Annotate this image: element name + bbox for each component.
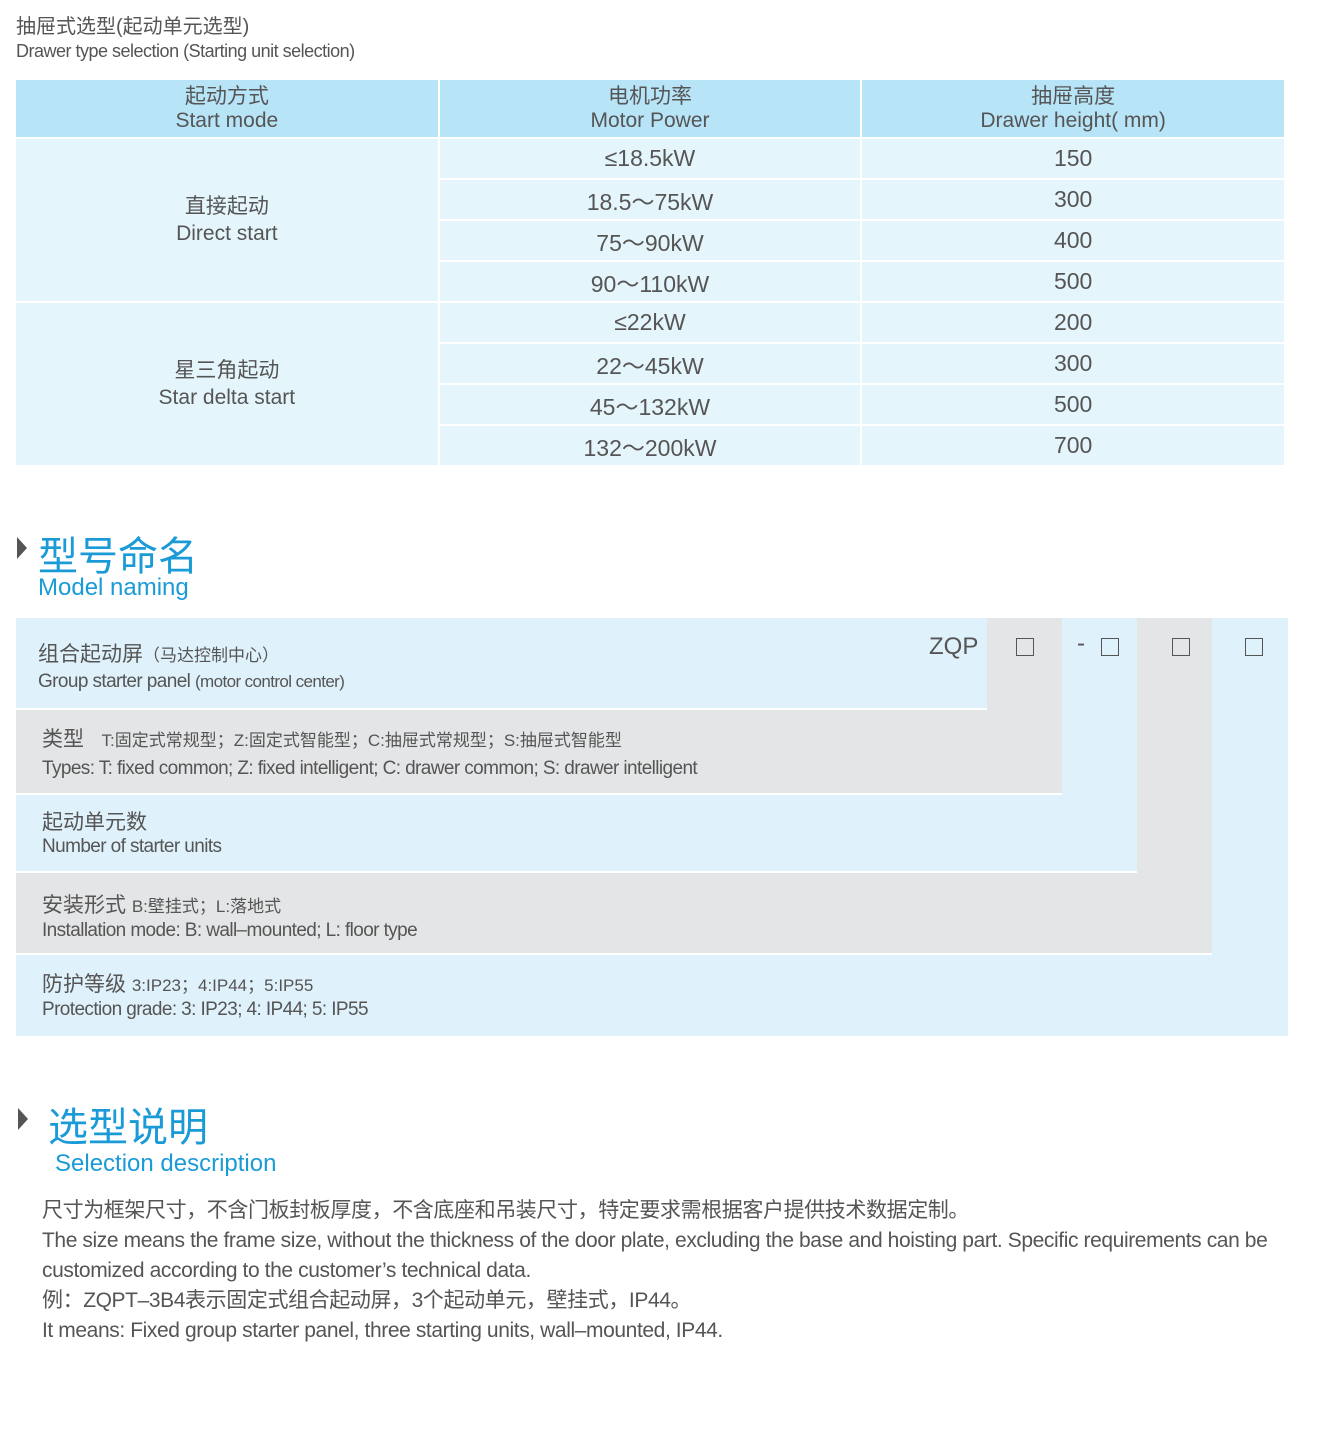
motor-power-cell: 90～110kW bbox=[438, 260, 863, 302]
start-mode-zh: 直接起动 bbox=[184, 195, 269, 218]
start-mode-cell: 直接起动 Direct start bbox=[16, 137, 440, 302]
header-start-mode: 起动方式 Start mode bbox=[16, 80, 440, 138]
motor-power-cell: ≤18.5kW bbox=[438, 137, 863, 179]
units-placeholder-box bbox=[1101, 638, 1119, 656]
motor-power-cell: 45～132kW bbox=[438, 383, 863, 425]
table-row: 90～110kW 500 bbox=[16, 260, 1284, 302]
header-drawer-height: 抽屉高度 Drawer height( mm) bbox=[861, 80, 1284, 138]
row-label-zh: 起动单元数 bbox=[42, 811, 147, 834]
drawer-height-cell: 700 bbox=[861, 424, 1284, 465]
table-row: 45～132kW 500 bbox=[16, 383, 1284, 425]
description-line: It means: Fixed group starter panel, thr… bbox=[42, 1319, 723, 1342]
row-label-en: Group starter panel (motor control cente… bbox=[38, 671, 345, 693]
section-arrow-icon bbox=[18, 1108, 28, 1130]
row-label-zh: 类型 T:固定式常规型；Z:固定式智能型；C:抽屉式常规型；S:抽屉式智能型 bbox=[42, 723, 622, 753]
row-installation bbox=[16, 873, 1212, 953]
row-label-zh: 组合起动屏（马达控制中心） bbox=[38, 638, 279, 668]
drawer-height-cell: 500 bbox=[861, 260, 1284, 302]
header-zh: 起动方式 bbox=[184, 84, 269, 108]
label-zh-sub: 3:IP23；4:IP44；5:IP55 bbox=[131, 976, 314, 995]
selection-description-title-zh: 选型说明 bbox=[48, 1106, 208, 1150]
row-label-en: Protection grade: 3: IP23; 4: IP44; 5: I… bbox=[42, 999, 369, 1020]
protection-placeholder-box bbox=[1245, 638, 1263, 656]
row-group-starter-panel bbox=[16, 618, 987, 708]
motor-power-cell: 75～90kW bbox=[438, 219, 863, 261]
header-en: Drawer height( mm) bbox=[980, 108, 1166, 132]
drawer-height-cell: 300 bbox=[861, 342, 1284, 384]
model-dash: - bbox=[1077, 630, 1085, 657]
model-naming-title-en: Model naming bbox=[38, 574, 189, 601]
label-zh-sub: T:固定式常规型；Z:固定式智能型；C:抽屉式常规型；S:抽屉式智能型 bbox=[101, 731, 622, 750]
motor-power-cell: 22～45kW bbox=[438, 342, 863, 384]
drawer-selection-table: 起动方式 Start mode 电机功率 Motor Power 抽屉高度 Drawe… bbox=[16, 80, 1284, 465]
table-row: 直接起动 Direct start ≤18.5kW 150 bbox=[16, 137, 1284, 302]
motor-power-cell: ≤22kW bbox=[438, 301, 863, 343]
start-mode-en: Direct start bbox=[176, 222, 278, 245]
installation-placeholder-box bbox=[1172, 638, 1190, 656]
label-zh: 组合起动屏 bbox=[38, 643, 143, 666]
table-header-row: 起动方式 Start mode 电机功率 Motor Power 抽屉高度 Drawe… bbox=[16, 80, 1284, 138]
label-en: Group starter panel bbox=[38, 671, 191, 692]
label-en-sub: (motor control center) bbox=[195, 672, 345, 691]
row-type bbox=[16, 710, 1062, 793]
description-line: 尺寸为框架尺寸，不含门板封板厚度，不含底座和吊装尺寸，特定要求需根据客户提供技术… bbox=[42, 1199, 969, 1222]
header-en: Start mode bbox=[175, 108, 279, 132]
drawer-height-cell: 150 bbox=[861, 137, 1284, 179]
description-line: The size means the frame size, without t… bbox=[42, 1229, 1268, 1282]
drawer-height-cell: 400 bbox=[861, 219, 1284, 261]
row-label-en: Installation mode: B: wall–mounted; L: f… bbox=[42, 920, 418, 941]
model-prefix: ZQP bbox=[929, 633, 979, 660]
start-mode-cell: 星三角起动 Star delta start bbox=[16, 301, 440, 465]
row-protection bbox=[16, 955, 1288, 1036]
row-label-zh: 安装形式 B:壁挂式；L:落地式 bbox=[42, 889, 281, 919]
drawer-height-cell: 500 bbox=[861, 383, 1284, 425]
label-zh: 防护等级 bbox=[42, 973, 126, 996]
model-naming-title-zh: 型号命名 bbox=[38, 535, 198, 579]
description-text: 尺寸为框架尺寸，不含门板封板厚度，不含底座和吊装尺寸，特定要求需根据客户提供技术… bbox=[42, 1196, 1292, 1346]
description-line: 例：ZQPT–3B4表示固定式组合起动屏，3个起动单元，壁挂式，IP44。 bbox=[42, 1289, 692, 1312]
section-arrow-icon bbox=[17, 537, 27, 559]
start-mode-en: Star delta start bbox=[158, 386, 296, 409]
drawer-height-cell: 300 bbox=[861, 178, 1284, 220]
row-label-zh: 防护等级 3:IP23；4:IP44；5:IP55 bbox=[42, 968, 313, 998]
drawer-selection-title-en: Drawer type selection (Starting unit sel… bbox=[16, 41, 355, 61]
motor-power-cell: 18.5～75kW bbox=[438, 178, 863, 220]
label-zh-sub: B:壁挂式；L:落地式 bbox=[131, 897, 282, 916]
label-zh-sub: （马达控制中心） bbox=[143, 646, 279, 665]
row-label-en: Number of starter units bbox=[42, 836, 222, 857]
table-row: 22～45kW 300 bbox=[16, 342, 1284, 384]
header-en: Motor Power bbox=[590, 108, 710, 132]
label-zh: 安装形式 bbox=[42, 894, 126, 917]
motor-power-cell: 132～200kW bbox=[438, 424, 863, 465]
row-units bbox=[16, 795, 1137, 871]
selection-description-title-en: Selection description bbox=[55, 1150, 277, 1177]
type-placeholder-box bbox=[1016, 638, 1034, 656]
start-mode-zh: 星三角起动 bbox=[174, 359, 280, 382]
table-row: 星三角起动 Star delta start ≤22kW 200 bbox=[16, 301, 1284, 465]
header-zh: 电机功率 bbox=[607, 84, 692, 108]
table-row: 75～90kW 400 bbox=[16, 219, 1284, 261]
table-row: 132～200kW 700 bbox=[16, 424, 1284, 465]
drawer-selection-title-zh: 抽屉式选型(起动单元选型) bbox=[16, 16, 250, 38]
drawer-height-cell: 200 bbox=[861, 301, 1284, 343]
label-zh: 类型 bbox=[42, 728, 84, 751]
header-zh: 抽屉高度 bbox=[1031, 84, 1116, 108]
row-label-en: Types: T: fixed common; Z: fixed intelli… bbox=[42, 758, 698, 779]
header-motor-power: 电机功率 Motor Power bbox=[438, 80, 863, 138]
table-row: 18.5～75kW 300 bbox=[16, 178, 1284, 220]
